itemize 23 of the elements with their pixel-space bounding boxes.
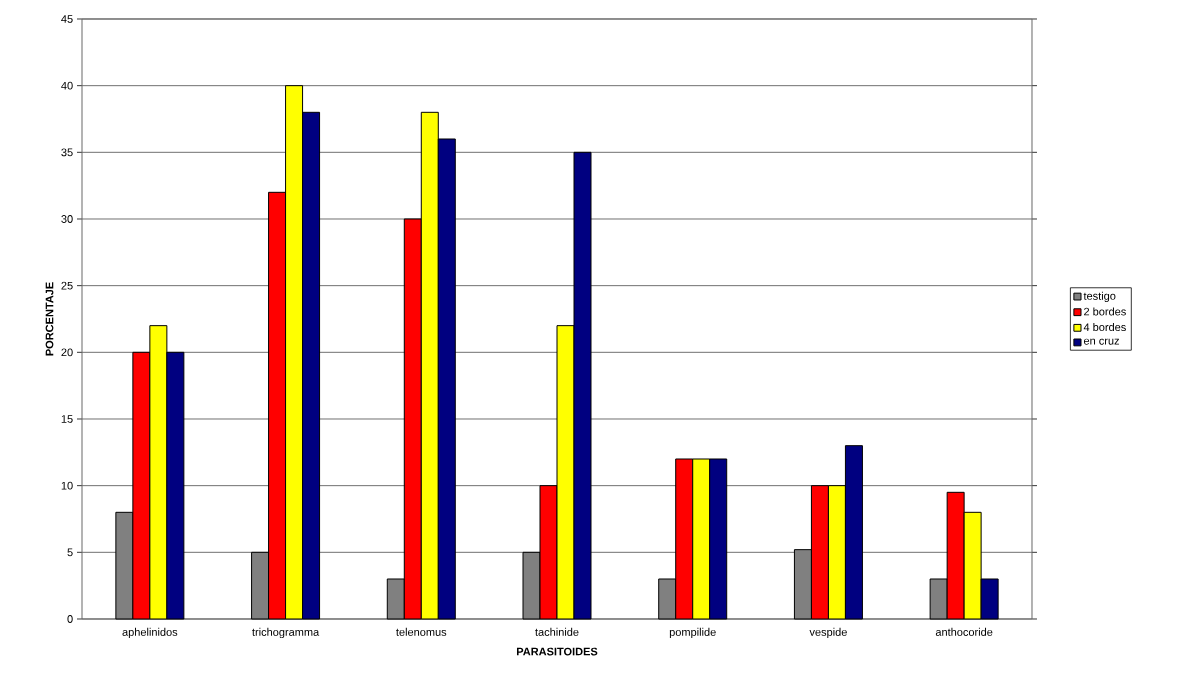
- x-tick-label: trichogramma: [252, 627, 320, 639]
- y-tick-label: 35: [61, 148, 73, 157]
- legend-label: 4 bordes: [1083, 323, 1126, 332]
- x-axis-title: PARASITOIDES: [516, 647, 598, 656]
- y-axis-title: PORCENTAJE: [45, 282, 54, 356]
- x-tick-label: pompilide: [669, 627, 716, 639]
- x-tick-label: aphelinidos: [122, 627, 178, 639]
- x-tick-label: vespide: [809, 627, 847, 639]
- y-tick-label: 20: [61, 348, 73, 357]
- y-tick-label: 10: [61, 481, 73, 490]
- legend-label: en cruz: [1083, 338, 1120, 345]
- y-tick-label: 0: [67, 615, 73, 623]
- y-tick-label: 30: [61, 215, 73, 223]
- y-tick-label: 40: [61, 81, 73, 90]
- x-tick-label: tachinide: [535, 627, 579, 636]
- y-tick-label: 25: [61, 281, 73, 290]
- y-tick-label: 15: [61, 415, 73, 423]
- legend-label: testigo: [1083, 291, 1116, 303]
- legend-label: 2 bordes: [1084, 307, 1126, 316]
- x-tick-label: anthocoride: [935, 627, 993, 636]
- y-tick-label: 5: [67, 548, 73, 557]
- y-tick-label: 45: [61, 15, 73, 23]
- x-tick-label: telenomus: [396, 627, 447, 636]
